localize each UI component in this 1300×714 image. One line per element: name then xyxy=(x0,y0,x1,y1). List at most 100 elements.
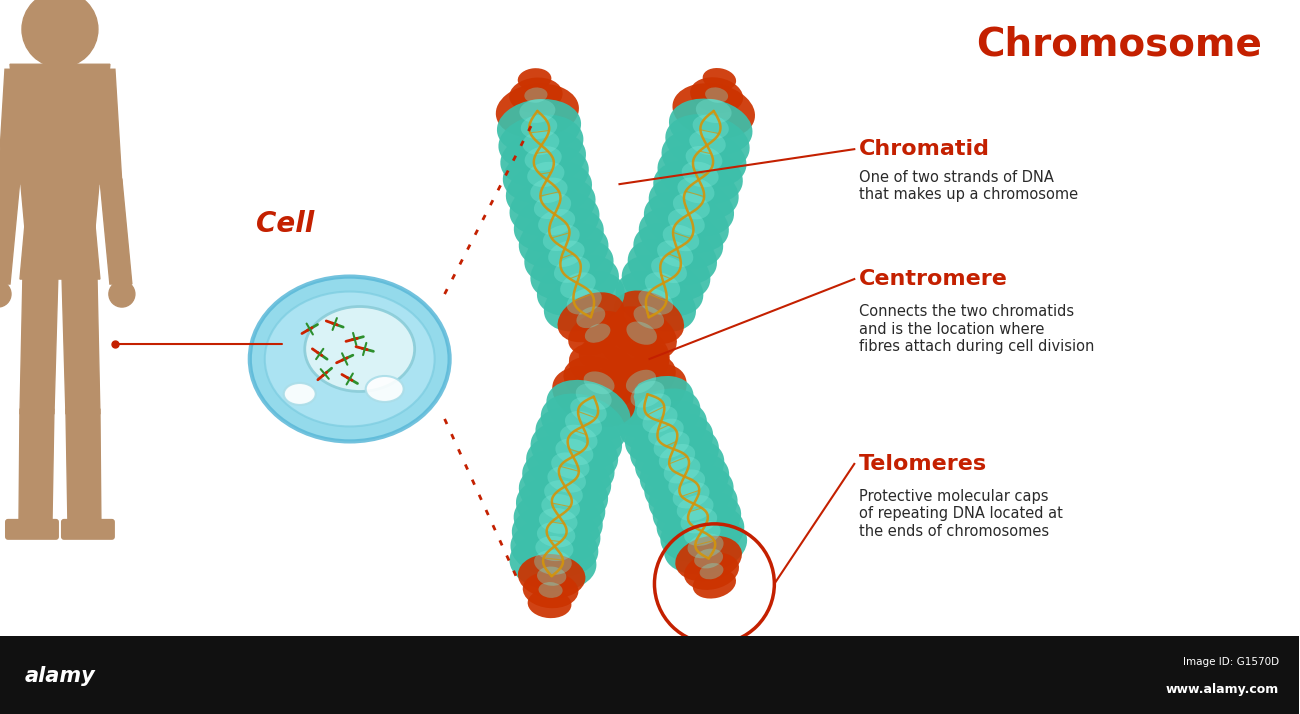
Ellipse shape xyxy=(517,69,551,90)
Ellipse shape xyxy=(523,449,611,510)
Ellipse shape xyxy=(656,241,693,267)
Ellipse shape xyxy=(524,88,547,103)
Text: Centromere: Centromere xyxy=(859,269,1009,289)
Ellipse shape xyxy=(530,239,614,300)
Ellipse shape xyxy=(543,225,580,251)
Ellipse shape xyxy=(526,435,615,496)
Ellipse shape xyxy=(651,256,686,283)
Ellipse shape xyxy=(675,536,742,581)
Ellipse shape xyxy=(250,276,450,441)
Ellipse shape xyxy=(538,582,563,598)
Ellipse shape xyxy=(658,145,742,204)
Ellipse shape xyxy=(677,495,714,521)
Ellipse shape xyxy=(627,321,656,345)
Ellipse shape xyxy=(537,522,576,548)
Ellipse shape xyxy=(510,78,563,113)
Ellipse shape xyxy=(689,130,725,155)
Polygon shape xyxy=(0,69,29,184)
Ellipse shape xyxy=(637,393,671,421)
Ellipse shape xyxy=(673,193,710,219)
Ellipse shape xyxy=(653,478,737,538)
Ellipse shape xyxy=(664,457,701,483)
Ellipse shape xyxy=(640,439,724,501)
Ellipse shape xyxy=(684,553,738,590)
Ellipse shape xyxy=(530,421,619,483)
Ellipse shape xyxy=(696,99,732,123)
Ellipse shape xyxy=(599,322,670,376)
Ellipse shape xyxy=(538,209,575,235)
Ellipse shape xyxy=(569,343,640,396)
Ellipse shape xyxy=(521,115,558,139)
Ellipse shape xyxy=(541,494,580,520)
Ellipse shape xyxy=(694,548,723,568)
Circle shape xyxy=(109,281,135,307)
Ellipse shape xyxy=(625,370,656,393)
Ellipse shape xyxy=(503,146,589,203)
Ellipse shape xyxy=(633,306,664,329)
Ellipse shape xyxy=(495,84,578,139)
Text: Image ID: G1570D: Image ID: G1570D xyxy=(1183,657,1279,667)
Text: Protective molecular caps
of repeating DNA located at
the ends of chromosomes: Protective molecular caps of repeating D… xyxy=(859,489,1063,539)
Ellipse shape xyxy=(304,306,415,391)
Ellipse shape xyxy=(528,590,572,618)
Ellipse shape xyxy=(644,191,729,253)
Ellipse shape xyxy=(677,177,715,203)
Ellipse shape xyxy=(547,466,586,493)
Ellipse shape xyxy=(528,162,564,187)
Ellipse shape xyxy=(568,311,627,356)
Ellipse shape xyxy=(537,255,619,316)
Ellipse shape xyxy=(510,176,595,236)
Ellipse shape xyxy=(668,469,705,496)
Ellipse shape xyxy=(621,255,703,316)
Ellipse shape xyxy=(541,393,627,455)
Polygon shape xyxy=(62,274,100,414)
Ellipse shape xyxy=(283,383,316,405)
FancyBboxPatch shape xyxy=(0,635,1299,714)
Ellipse shape xyxy=(688,533,724,558)
Ellipse shape xyxy=(690,77,744,113)
Ellipse shape xyxy=(524,223,608,284)
Ellipse shape xyxy=(497,99,581,155)
Ellipse shape xyxy=(659,444,696,471)
Ellipse shape xyxy=(563,356,634,409)
Ellipse shape xyxy=(551,453,589,479)
Polygon shape xyxy=(66,409,101,524)
Ellipse shape xyxy=(365,376,404,402)
Ellipse shape xyxy=(672,83,755,139)
Ellipse shape xyxy=(514,192,599,252)
Ellipse shape xyxy=(614,376,694,438)
Ellipse shape xyxy=(693,569,736,598)
Ellipse shape xyxy=(654,431,689,458)
Ellipse shape xyxy=(630,381,664,408)
Ellipse shape xyxy=(638,207,723,268)
Ellipse shape xyxy=(638,288,673,315)
Ellipse shape xyxy=(560,425,598,451)
Ellipse shape xyxy=(663,225,699,251)
Text: Connects the two chromatids
and is the location where
fibres attach during cell : Connects the two chromatids and is the l… xyxy=(859,304,1095,354)
Ellipse shape xyxy=(634,426,719,488)
Ellipse shape xyxy=(672,482,710,508)
Text: Telomeres: Telomeres xyxy=(859,454,988,474)
FancyBboxPatch shape xyxy=(61,519,114,540)
Ellipse shape xyxy=(520,99,555,123)
Ellipse shape xyxy=(703,68,736,91)
Text: alamy: alamy xyxy=(25,665,96,685)
Ellipse shape xyxy=(514,491,603,550)
Text: One of two strands of DNA
that makes up a chromosome: One of two strands of DNA that makes up … xyxy=(859,170,1079,202)
Ellipse shape xyxy=(506,161,592,220)
Ellipse shape xyxy=(536,536,573,561)
Ellipse shape xyxy=(633,223,718,285)
Text: Cell: Cell xyxy=(256,210,313,238)
Ellipse shape xyxy=(705,87,728,103)
Polygon shape xyxy=(100,179,131,284)
Ellipse shape xyxy=(668,208,705,236)
Polygon shape xyxy=(0,179,20,284)
Ellipse shape xyxy=(571,397,607,423)
Ellipse shape xyxy=(519,463,608,523)
Ellipse shape xyxy=(664,518,748,575)
Ellipse shape xyxy=(549,241,585,267)
Ellipse shape xyxy=(680,508,718,533)
Ellipse shape xyxy=(511,520,598,578)
Ellipse shape xyxy=(615,271,696,332)
Ellipse shape xyxy=(566,411,602,438)
